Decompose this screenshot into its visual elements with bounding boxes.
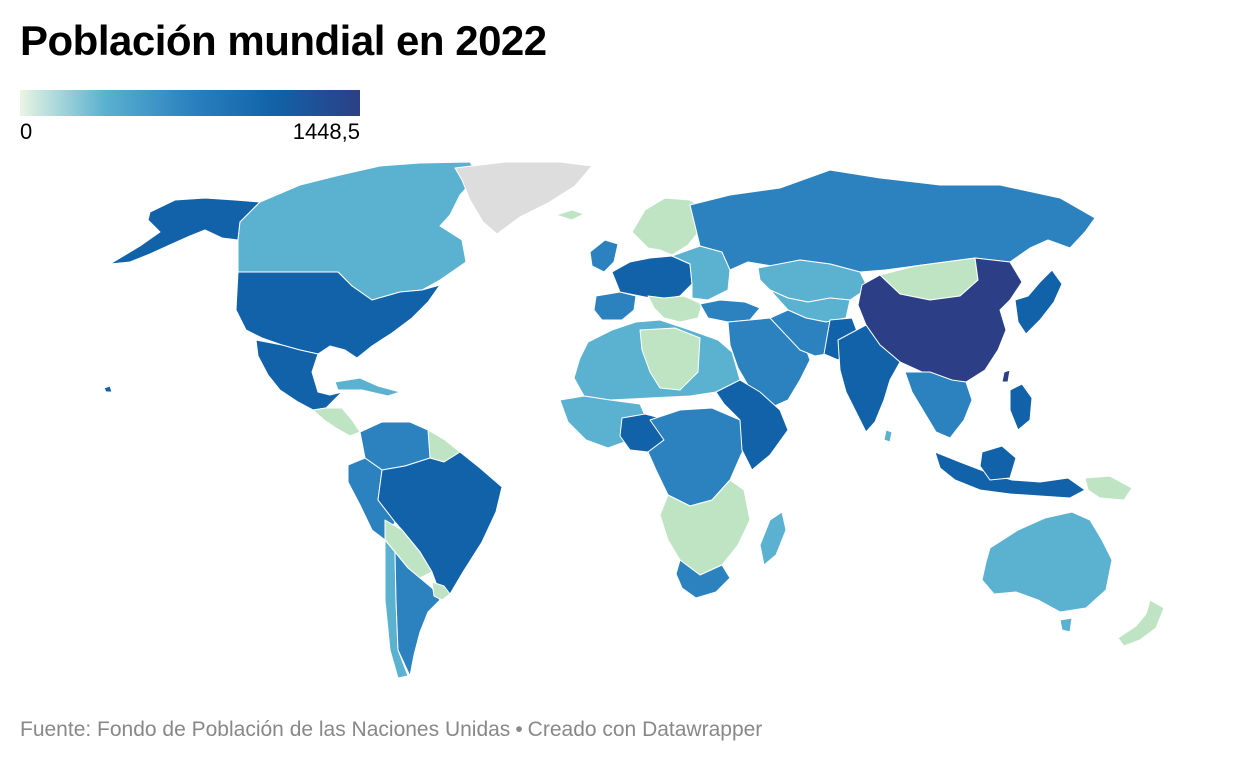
legend-gradient-bar <box>20 90 360 116</box>
region-tasmania[interactable] <box>1059 617 1073 633</box>
region-korea-japan[interactable] <box>1014 269 1063 335</box>
region-south-africa[interactable] <box>675 559 731 599</box>
region-sri-lanka[interactable] <box>883 429 893 443</box>
region-caribbean[interactable] <box>334 377 401 397</box>
footer-credits: Fuente: Fondo de Población de las Nacion… <box>20 718 762 742</box>
region-hawaii[interactable] <box>103 385 113 393</box>
source-note: Fuente: Fondo de Población de las Nacion… <box>20 718 511 741</box>
region-usa[interactable] <box>235 271 441 359</box>
color-legend: 0 1448,5 <box>20 90 360 144</box>
region-greenland[interactable] <box>454 161 593 235</box>
region-central-america[interactable] <box>312 407 361 437</box>
region-new-zealand[interactable] <box>1117 599 1165 647</box>
chart-title: Población mundial en 2022 <box>20 17 547 64</box>
region-taiwan[interactable] <box>1001 369 1011 383</box>
region-iceland[interactable] <box>555 209 585 221</box>
legend-min-label: 0 <box>20 119 33 144</box>
region-mexico[interactable] <box>255 339 343 411</box>
region-uruguay[interactable] <box>431 581 451 601</box>
region-uk-ireland[interactable] <box>589 239 619 273</box>
region-southeast-asia[interactable] <box>904 371 973 439</box>
region-iberia[interactable] <box>593 291 637 321</box>
region-turkey[interactable] <box>699 299 761 323</box>
datawrapper-credit[interactable]: Creado con Datawrapper <box>527 718 763 741</box>
region-brazil[interactable] <box>377 451 503 595</box>
region-papua[interactable] <box>1084 475 1133 501</box>
region-russia[interactable] <box>689 169 1096 273</box>
legend-labels: 0 1448,5 <box>20 116 360 144</box>
region-borneo[interactable] <box>979 445 1017 481</box>
region-southern-africa[interactable] <box>659 479 751 576</box>
region-east-africa[interactable] <box>715 379 789 471</box>
region-balkans-italy[interactable] <box>647 295 703 323</box>
region-australia[interactable] <box>981 511 1113 613</box>
region-alaska[interactable] <box>109 197 261 265</box>
region-madagascar[interactable] <box>759 511 787 566</box>
footer-separator: • <box>515 718 523 741</box>
world-choropleth-map <box>103 161 1165 679</box>
legend-max-label: 1448,5 <box>292 119 360 144</box>
region-argentina[interactable] <box>394 551 441 677</box>
region-libya-sahara[interactable] <box>639 327 701 391</box>
region-philippines[interactable] <box>1009 383 1033 431</box>
region-india[interactable] <box>837 324 901 433</box>
